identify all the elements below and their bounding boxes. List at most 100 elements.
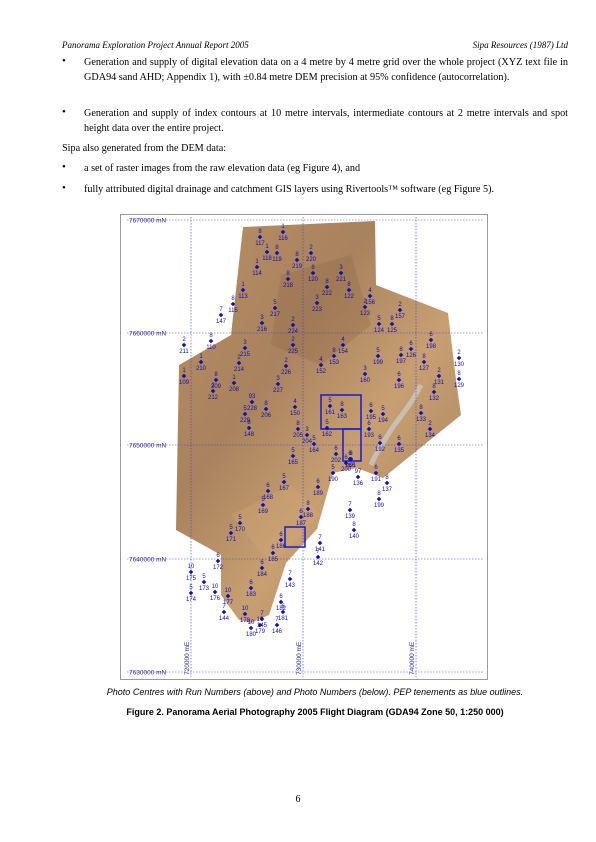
photo-centre: 2 211 — [179, 337, 189, 355]
photo-number-label: 136 — [353, 481, 364, 487]
photo-number-label: 190 — [328, 477, 339, 483]
run-number-label: 6 — [334, 446, 338, 452]
run-number-label: 8 — [352, 522, 356, 528]
photo-number-label: 150 — [290, 411, 301, 417]
photo-number-label: 153 — [329, 360, 340, 366]
photo-number-label: 228 — [247, 406, 258, 412]
photo-number-label: 219 — [292, 264, 303, 270]
photo-centre: 1 113 — [238, 282, 248, 300]
photo-centre-marker — [254, 264, 260, 270]
run-number-label: 97 — [355, 469, 362, 475]
photo-number-label: 162 — [322, 432, 333, 438]
run-number-label: 6 — [281, 604, 285, 610]
bullet-marker: • — [62, 182, 66, 194]
photo-number-label: 164 — [309, 448, 320, 454]
photo-centre-marker — [304, 432, 310, 438]
bullet-dem-generation: Generation and supply of digital elevati… — [84, 57, 568, 83]
run-number-label: 6 — [249, 580, 253, 586]
photo-number-label: 210 — [196, 366, 207, 372]
run-number-label: 8 — [399, 347, 403, 353]
photo-number-label: 173 — [199, 586, 210, 592]
photo-centre-marker — [181, 342, 187, 348]
photo-centre: 8 199 — [374, 491, 385, 509]
photo-centre-marker — [331, 353, 337, 359]
photo-centre: 4 150 — [290, 399, 301, 417]
northing-label: 7630000 mN — [129, 670, 167, 677]
photo-centre: 3 221 — [336, 265, 347, 283]
photo-centre-marker — [290, 453, 296, 459]
photo-number-label: 125 — [387, 328, 398, 334]
photo-centre-marker — [389, 321, 395, 327]
run-number-label: 3 — [276, 376, 280, 382]
photo-number-label: 114 — [252, 271, 262, 277]
photo-number-label: 204 — [302, 439, 313, 445]
photo-centre-marker — [236, 360, 242, 366]
photo-number-label: 147 — [216, 319, 227, 325]
run-number-label: 3 — [363, 366, 367, 372]
intro-paragraph: Sipa also generated from the DEM data: — [62, 143, 227, 154]
photo-centre-marker — [290, 322, 296, 328]
run-number-label: 8 — [286, 271, 290, 277]
run-number-label: 2 — [428, 421, 432, 427]
run-number-label: 2 — [284, 358, 288, 364]
photo-number-label: 170 — [235, 527, 246, 533]
run-number-label: 3 — [315, 295, 319, 301]
photo-number-label: 156 — [365, 300, 376, 306]
run-number-label: 6 — [374, 465, 378, 471]
photo-number-label: 194 — [378, 418, 389, 424]
photo-centre: 8 188 — [303, 501, 314, 519]
photo-number-label: 166 — [345, 463, 356, 469]
photo-centre-marker — [408, 346, 414, 352]
photo-centre-marker — [188, 569, 194, 575]
photo-centre: 8 115 — [228, 296, 238, 314]
photo-number-label: 130 — [454, 362, 465, 368]
photo-number-label: 214 — [234, 367, 245, 373]
photo-centre: 7 144 — [219, 604, 230, 622]
easting-label: 740000 mE — [409, 641, 416, 675]
run-number-label: 2 — [437, 368, 441, 374]
photo-centre: 8 110 — [206, 333, 216, 351]
photo-number-label: 115 — [228, 308, 238, 314]
run-number-label: 2 — [237, 355, 241, 361]
photo-centre-marker — [338, 270, 344, 276]
photo-centre: 8 132 — [429, 384, 440, 402]
run-number-label: 8 — [231, 296, 235, 302]
run-number-label: 5 — [377, 316, 381, 322]
photo-centre: 8 197 — [396, 347, 407, 365]
photo-centre-marker — [198, 359, 204, 365]
photo-centre: 2 131 — [434, 368, 445, 386]
run-number-label: 3 — [260, 315, 264, 321]
photo-centre-marker — [283, 363, 289, 369]
figure-caption-legend: Photo Centres with Run Numbers (above) a… — [106, 687, 524, 697]
photo-centre-marker — [287, 576, 293, 582]
photo-centre-marker — [396, 441, 402, 447]
photo-number-label: 180 — [246, 632, 257, 638]
photo-centre-marker — [314, 300, 320, 306]
photo-centre-marker — [218, 312, 224, 318]
run-number-label: 8 — [419, 405, 423, 411]
photo-number-label: 197 — [396, 359, 407, 365]
photo-centre-marker — [456, 376, 462, 382]
photo-centre: 5 173 — [199, 574, 210, 592]
run-number-label: 5 — [238, 515, 242, 521]
photo-centre: 2 123 — [360, 299, 371, 317]
photo-centre-marker — [311, 441, 317, 447]
run-number-label: 6 — [316, 479, 320, 485]
photo-number-label: 169 — [258, 509, 269, 515]
photo-centre: 6 135 — [394, 436, 405, 454]
photo-number-label: 182 — [276, 606, 287, 612]
photo-number-label: 123 — [360, 311, 371, 317]
photo-number-label: 206 — [261, 413, 272, 419]
photo-centre: 8 129 — [454, 371, 465, 389]
run-number-label: 6 — [260, 560, 264, 566]
running-header-title: Panorama Exploration Project Annual Repo… — [62, 40, 249, 50]
photo-centre: 2 220 — [306, 245, 317, 263]
run-number-label: 6 — [409, 341, 413, 347]
tenement-outline — [342, 428, 362, 462]
run-number-label: 2 — [291, 317, 295, 323]
run-number-label: 8 — [432, 384, 436, 390]
photo-number-label: 209 — [211, 384, 222, 390]
photo-centre: 5 217 — [270, 300, 281, 318]
photo-centre-marker — [294, 257, 300, 263]
photo-number-label: 148 — [244, 432, 255, 438]
